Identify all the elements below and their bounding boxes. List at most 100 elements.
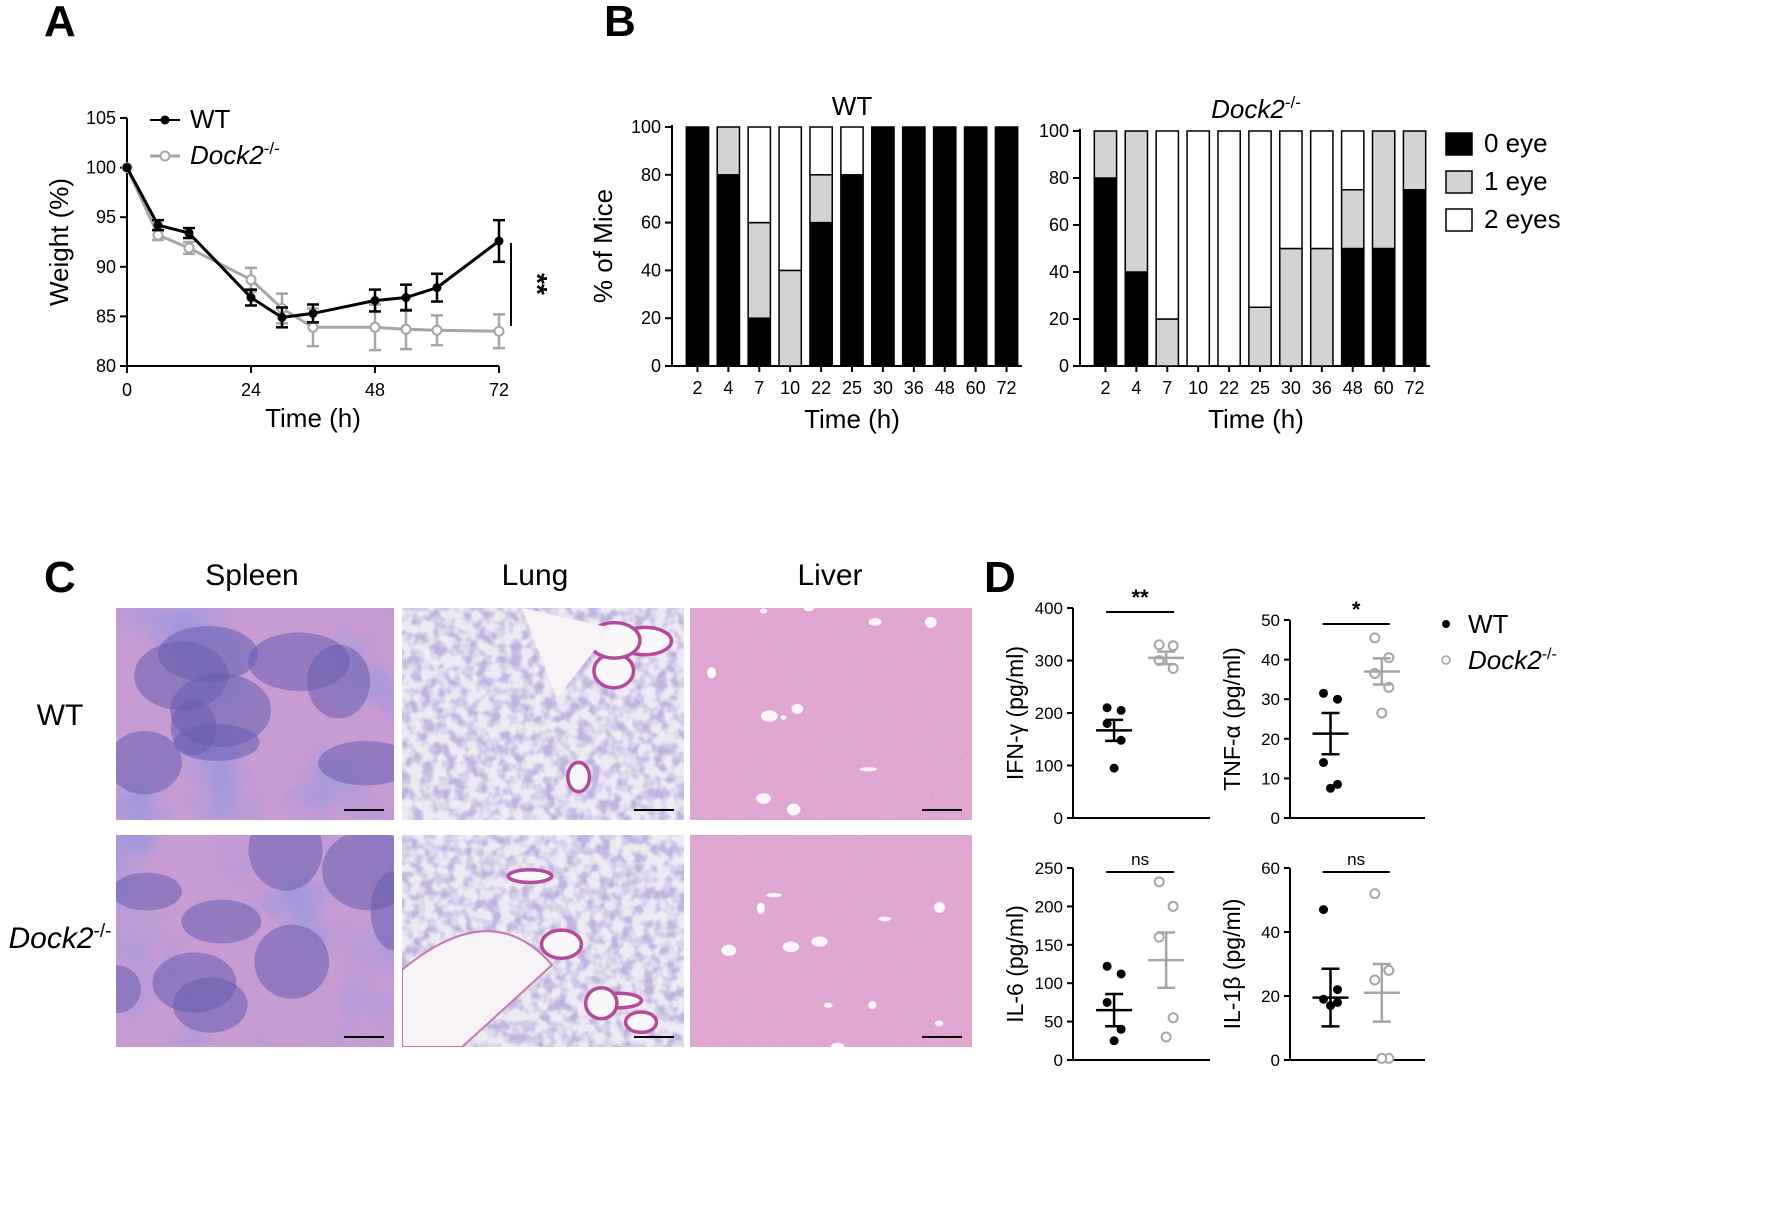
- b2-bar-segment: [1371, 130, 1396, 250]
- d1-point-ko: [1153, 639, 1165, 651]
- d4-y-label: IL-1β (pg/ml): [1219, 899, 1245, 1030]
- d1-y-tick-label: 200: [1035, 704, 1063, 723]
- b2-bar-segment: [1402, 189, 1427, 367]
- b1-bar-segment: [716, 126, 741, 176]
- b2-y-tick-label: 40: [1049, 262, 1069, 282]
- central-vein: [782, 941, 800, 953]
- d2-y-tick-label: 0: [1271, 809, 1280, 828]
- a-y-tick-label: 100: [86, 158, 116, 178]
- micrograph-content: [402, 608, 684, 820]
- d-legend-ko-marker: [1441, 655, 1451, 665]
- b2-y-tick-label: 100: [1039, 121, 1069, 141]
- a-point-wt: [246, 293, 256, 303]
- b2-title-name: Dock2: [1211, 94, 1285, 124]
- b-legend-label-2: 2 eyes: [1484, 204, 1561, 234]
- central-vein: [933, 901, 945, 913]
- b2-y-tick-label: 20: [1049, 309, 1069, 329]
- white-pulp-nodule: [248, 835, 323, 891]
- b1-y-tick-label: 40: [641, 260, 661, 280]
- d1-point-wt: [1109, 763, 1119, 773]
- a-x-tick-label: 0: [122, 380, 132, 400]
- b2-y-tick-label: 60: [1049, 215, 1069, 235]
- d3-point-ko: [1160, 1031, 1172, 1043]
- b1-bar-segment: [901, 126, 926, 367]
- micrograph-content: [116, 835, 394, 1047]
- d2-y-tick-label: 40: [1261, 651, 1280, 670]
- liver-micrograph: [690, 835, 972, 1047]
- central-vein: [803, 608, 815, 612]
- d2-y-tick-label: 50: [1261, 611, 1280, 630]
- d1-point-ko: [1167, 640, 1179, 652]
- a-point-ko: [152, 229, 164, 241]
- d3-point-ko: [1167, 1012, 1179, 1024]
- a-significance-label: **: [522, 273, 553, 295]
- b1-x-tick-label: 22: [811, 378, 831, 398]
- a-legend-ko: Dock2-/-: [190, 139, 280, 170]
- a-point-wt: [277, 312, 287, 322]
- b2-x-tick-label: 36: [1312, 378, 1332, 398]
- b1-x-tick-label: 7: [754, 378, 764, 398]
- b1-x-tick-label: 25: [842, 378, 862, 398]
- d2-y-tick-label: 30: [1261, 690, 1280, 709]
- c-col-spleen: Spleen: [205, 559, 298, 592]
- a-point-wt: [432, 283, 442, 293]
- b2-bar-segment: [1093, 130, 1118, 179]
- d2-point-ko: [1376, 707, 1388, 719]
- central-vein: [811, 936, 828, 947]
- c-row-ko-name: Dock2: [9, 922, 94, 955]
- b1-y-tick-label: 100: [631, 117, 661, 137]
- b1-bar-segment: [747, 126, 772, 224]
- a-point-wt: [370, 296, 380, 306]
- d2-point-wt: [1319, 688, 1328, 698]
- central-vein: [934, 1020, 944, 1027]
- d2-y-tick-label: 10: [1261, 769, 1280, 788]
- a-x-tick-label: 48: [365, 380, 385, 400]
- d4-point-ko: [1369, 974, 1381, 986]
- central-vein: [924, 616, 937, 628]
- b1-x-label: Time (h): [804, 404, 900, 434]
- a-legend-ko-marker: [159, 150, 171, 162]
- a-point-wt: [122, 163, 132, 173]
- b1-x-tick-label: 60: [966, 378, 986, 398]
- b2-x-tick-label: 72: [1405, 378, 1425, 398]
- b1-y-tick-label: 0: [651, 356, 661, 376]
- white-pulp-nodule: [134, 641, 229, 710]
- d4-point-wt: [1333, 997, 1342, 1007]
- d2-y-tick-label: 20: [1261, 730, 1280, 749]
- b2-x-tick-label: 7: [1162, 378, 1172, 398]
- central-vein: [780, 715, 787, 720]
- b1-bar-segment: [747, 317, 772, 367]
- d3-point-wt: [1116, 969, 1126, 979]
- a-point-ko: [493, 325, 505, 337]
- a-point-wt: [401, 293, 411, 303]
- a-legend-ko-sup: -/-: [264, 139, 280, 158]
- b2-bar-segment: [1124, 271, 1149, 367]
- b2-bar-segment: [1248, 130, 1272, 308]
- b-y-label: % of Mice: [588, 189, 618, 303]
- c-col-lung: Lung: [502, 559, 569, 592]
- b1-bar-segment: [809, 126, 833, 176]
- b-legend-swatch-0: [1445, 132, 1473, 156]
- micrograph-content: [402, 835, 684, 1047]
- d3-point-wt: [1109, 1036, 1119, 1046]
- a-y-tick-label: 90: [96, 257, 116, 277]
- central-vein: [786, 803, 801, 816]
- b2-x-tick-label: 10: [1188, 378, 1208, 398]
- d1-y-tick-label: 0: [1054, 809, 1063, 828]
- panel-label-c: C: [44, 553, 76, 602]
- b2-x-tick-label: 25: [1250, 378, 1270, 398]
- d3-y-label: IL-6 (pg/ml): [1002, 905, 1028, 1023]
- panel-label-d: D: [984, 553, 1016, 602]
- d1-significance-label: **: [1132, 585, 1150, 610]
- b1-x-tick-label: 2: [692, 378, 702, 398]
- a-point-ko: [369, 321, 381, 333]
- b1-bar-segment: [778, 269, 803, 367]
- d3-point-ko: [1153, 931, 1165, 943]
- c-row-ko-sup: -/-: [94, 921, 112, 942]
- white-pulp-nodule: [173, 977, 248, 1033]
- d3-y-tick-label: 100: [1035, 974, 1063, 993]
- d2-y-label: TNF-α (pg/ml): [1219, 647, 1245, 791]
- c-row-ko: Dock2-/-: [9, 921, 112, 955]
- a-point-wt: [184, 228, 194, 238]
- d4-y-tick-label: 40: [1261, 923, 1280, 942]
